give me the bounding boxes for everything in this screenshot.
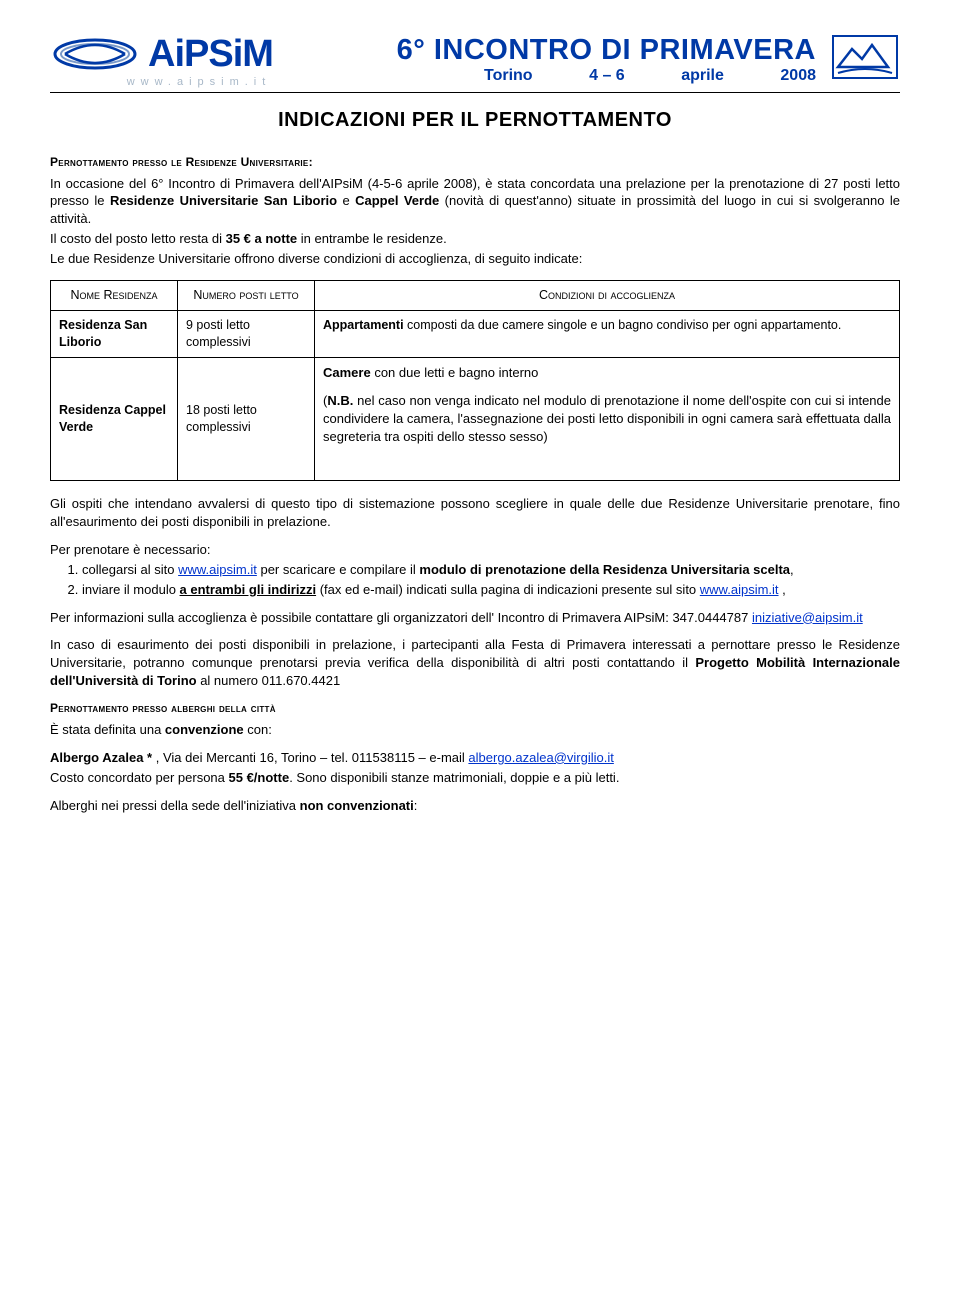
- link-albergo-email[interactable]: albergo.azalea@virgilio.it: [468, 750, 613, 765]
- section-heading-alberghi: Pernottamento presso alberghi della citt…: [50, 700, 900, 717]
- res-desc-2: Camere con due letti e bagno interno (N.…: [315, 357, 900, 480]
- col-condizioni: Condizioni di accoglienza: [315, 281, 900, 311]
- event-city: Torino: [484, 67, 533, 85]
- event-dates: 4 – 6: [589, 67, 625, 85]
- event-title: 6° INCONTRO DI PRIMAVERA: [364, 34, 816, 67]
- event-title-block: 6° INCONTRO DI PRIMAVERA Torino 4 – 6 ap…: [364, 34, 816, 85]
- header-rule: [50, 92, 900, 93]
- mountain-logo: [830, 33, 900, 86]
- booking-steps: collegarsi al sito www.aipsim.it per sca…: [50, 561, 900, 599]
- link-email-iniziative[interactable]: iniziative@aipsim.it: [752, 610, 863, 625]
- document-header: AiPSiM www.aipsim.it 6° INCONTRO DI PRIM…: [50, 30, 900, 88]
- intro-p1: In occasione del 6° Incontro di Primaver…: [50, 175, 900, 229]
- res-desc-1: Appartamenti composti da due camere sing…: [315, 311, 900, 358]
- albergo-line: Albergo Azalea * , Via dei Mercanti 16, …: [50, 749, 900, 767]
- intro-p3: Le due Residenze Universitarie offrono d…: [50, 250, 900, 268]
- res-name-2: Residenza Cappel Verde: [51, 357, 178, 480]
- convenzione-p: È stata definita una convenzione con:: [50, 721, 900, 739]
- residence-table: Nome Residenza Numero posti letto Condiz…: [50, 280, 900, 481]
- info-p: Per informazioni sulla accoglienza è pos…: [50, 609, 900, 627]
- logo-aipsim: AiPSiM www.aipsim.it: [50, 30, 348, 88]
- table-row: Residenza San Liborio 9 posti letto comp…: [51, 311, 900, 358]
- event-month: aprile: [681, 67, 724, 85]
- swirl-icon: [50, 30, 140, 78]
- aipsim-text-icon: AiPSiM: [148, 30, 348, 78]
- step-2: inviare il modulo a entrambi gli indiriz…: [82, 581, 900, 599]
- link-aipsim-2[interactable]: www.aipsim.it: [700, 582, 779, 597]
- event-subtitle: Torino 4 – 6 aprile 2008: [364, 67, 816, 85]
- res-num-1: 9 posti letto complessivi: [178, 311, 315, 358]
- table-row: Residenza Cappel Verde 18 posti letto co…: [51, 357, 900, 480]
- table-header-row: Nome Residenza Numero posti letto Condiz…: [51, 281, 900, 311]
- col-numero: Numero posti letto: [178, 281, 315, 311]
- intro-block: In occasione del 6° Incontro di Primaver…: [50, 175, 900, 269]
- svg-text:AiPSiM: AiPSiM: [148, 33, 273, 75]
- res-name-1: Residenza San Liborio: [51, 311, 178, 358]
- logo-url: www.aipsim.it: [127, 76, 272, 88]
- esaurimento-p: In caso di esaurimento dei posti disponi…: [50, 636, 900, 690]
- link-aipsim-1[interactable]: www.aipsim.it: [178, 562, 257, 577]
- col-nome: Nome Residenza: [51, 281, 178, 311]
- mountain-icon: [830, 33, 900, 81]
- section-heading-residenze: Pernottamento presso le Residenze Univer…: [50, 154, 900, 171]
- intro-p2: Il costo del posto letto resta di 35 € a…: [50, 230, 900, 248]
- step-1: collegarsi al sito www.aipsim.it per sca…: [82, 561, 900, 579]
- res-num-2: 18 posti letto complessivi: [178, 357, 315, 480]
- prenotare-intro: Per prenotare è necessario:: [50, 541, 900, 559]
- event-year: 2008: [780, 67, 816, 85]
- footer-line: Alberghi nei pressi della sede dell'iniz…: [50, 797, 900, 815]
- costo-p: Costo concordato per persona 55 €/notte.…: [50, 769, 900, 787]
- after-table-p: Gli ospiti che intendano avvalersi di qu…: [50, 495, 900, 531]
- page-title: INDICAZIONI PER IL PERNOTTAMENTO: [50, 109, 900, 132]
